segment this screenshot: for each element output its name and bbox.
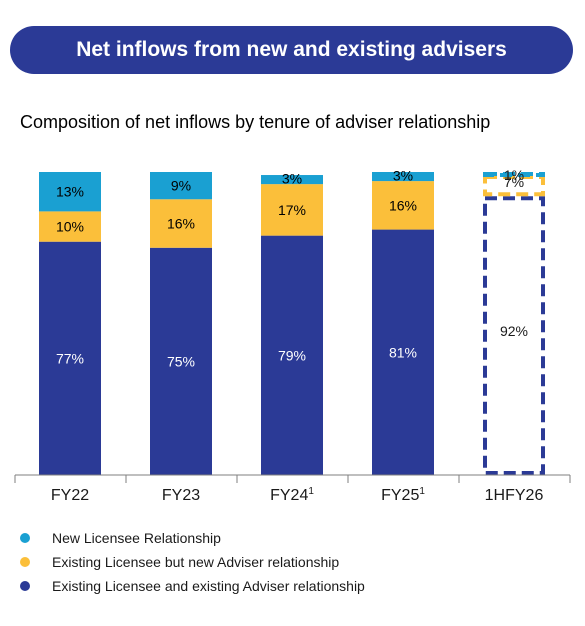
banner-title: Net inflows from new and existing advise… bbox=[76, 38, 507, 61]
data-label-fy22-existing-licensee-and-existing-adviser-relationship: 77% bbox=[56, 350, 84, 366]
legend-label-new-adviser: Existing Licensee but new Adviser relati… bbox=[52, 554, 340, 570]
legend-label-existing-adviser: Existing Licensee and existing Adviser r… bbox=[52, 578, 365, 594]
bars-group: 77% 10% 13% 75% 16% 9% 79% 17% 3% 81% 16% 3% 92% 7%1% bbox=[39, 167, 545, 476]
legend-item-new-licensee: New Licensee Relationship bbox=[20, 526, 365, 550]
data-label-fy24-existing-licensee-but-new-adviser-relationship: 17% bbox=[278, 202, 306, 218]
x-tick-label-1hfy26: 1HFY26 bbox=[485, 487, 544, 504]
data-label-1hfy26-existing-licensee-but-new-adviser-relationship: 7% bbox=[504, 174, 524, 190]
x-tick-label-fy23: FY23 bbox=[162, 487, 200, 504]
bar-fy25-new-licensee-relationship bbox=[372, 172, 434, 182]
bar-fy25-existing-licensee-and-existing-adviser-relationship bbox=[372, 229, 434, 475]
legend-swatch-existing-adviser bbox=[20, 581, 30, 591]
bar-fy24-existing-licensee-and-existing-adviser-relationship bbox=[261, 235, 323, 475]
data-label-fy25-existing-licensee-but-new-adviser-relationship: 16% bbox=[389, 197, 417, 213]
tick-superscript-fy24: 1 bbox=[308, 486, 314, 497]
legend-swatch-new-licensee bbox=[20, 533, 30, 543]
bar-fy25-existing-licensee-but-new-adviser-relationship bbox=[372, 181, 434, 230]
x-tick-label-fy22: FY22 bbox=[51, 487, 89, 504]
data-label-1hfy26-new-licensee-relationship: 1% bbox=[504, 167, 524, 183]
legend-label-new-licensee: New Licensee Relationship bbox=[52, 530, 221, 546]
data-label-fy23-existing-licensee-but-new-adviser-relationship: 16% bbox=[167, 216, 195, 232]
data-label-fy24-existing-licensee-and-existing-adviser-relationship: 79% bbox=[278, 347, 306, 363]
title-banner: Net inflows from new and existing advise… bbox=[10, 26, 573, 74]
bar-fy23-existing-licensee-and-existing-adviser-relationship bbox=[150, 247, 212, 475]
legend: New Licensee Relationship Existing Licen… bbox=[20, 526, 365, 598]
bar-1hfy26-existing-licensee-and-existing-adviser-relationship bbox=[483, 196, 545, 476]
data-label-fy22-existing-licensee-but-new-adviser-relationship: 10% bbox=[56, 219, 84, 235]
data-label-fy24-new-licensee-relationship: 3% bbox=[282, 171, 302, 187]
data-label-fy25-existing-licensee-and-existing-adviser-relationship: 81% bbox=[389, 344, 417, 360]
bar-fy22-new-licensee-relationship bbox=[39, 172, 101, 212]
data-label-fy23-new-licensee-relationship: 9% bbox=[171, 178, 191, 194]
legend-item-new-adviser: Existing Licensee but new Adviser relati… bbox=[20, 550, 365, 574]
bar-fy24-existing-licensee-but-new-adviser-relationship bbox=[261, 184, 323, 236]
tick-superscript-fy25: 1 bbox=[419, 486, 425, 497]
legend-item-existing-adviser: Existing Licensee and existing Adviser r… bbox=[20, 574, 365, 598]
bar-fy23-new-licensee-relationship bbox=[150, 172, 212, 200]
legend-swatch-new-adviser bbox=[20, 557, 30, 567]
bar-1hfy26-existing-licensee-but-new-adviser-relationship bbox=[483, 175, 545, 197]
chart-subtitle: Composition of net inflows by tenure of … bbox=[20, 112, 491, 132]
bar-fy23-existing-licensee-but-new-adviser-relationship bbox=[150, 199, 212, 248]
bar-fy22-existing-licensee-and-existing-adviser-relationship bbox=[39, 241, 101, 475]
bar-fy24-new-licensee-relationship bbox=[261, 175, 323, 185]
data-label-1hfy26-existing-licensee-and-existing-adviser-relationship: 92% bbox=[500, 323, 528, 339]
bar-fy22-existing-licensee-but-new-adviser-relationship bbox=[39, 211, 101, 242]
data-label-fy25-new-licensee-relationship: 3% bbox=[393, 168, 413, 184]
data-label-fy22-new-licensee-relationship: 13% bbox=[56, 184, 84, 200]
data-label-fy23-existing-licensee-and-existing-adviser-relationship: 75% bbox=[167, 353, 195, 369]
bar-1hfy26-new-licensee-relationship bbox=[483, 172, 545, 177]
x-tick-label-fy25: FY251 bbox=[381, 486, 425, 504]
x-tick-label-fy24: FY241 bbox=[270, 486, 314, 504]
x-axis-group: FY22 FY23 FY241 FY251 1HFY26 bbox=[14, 474, 571, 504]
